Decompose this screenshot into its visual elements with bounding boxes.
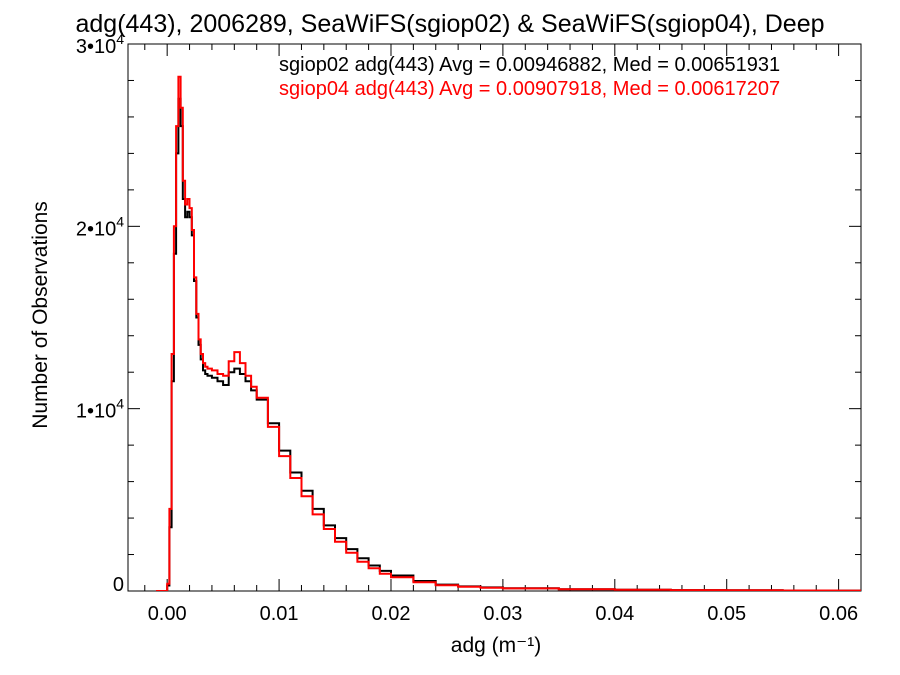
y-tick-label: 1•104 [76,396,124,423]
y-tick-label: 2•104 [76,213,124,240]
x-tick-label: 0.00 [148,603,187,625]
y-axis-label: Number of Observations [29,201,52,429]
x-axis-ticks: 0.00 0.01 0.02 0.03 0.04 0.05 0.06 [144,44,862,625]
x-tick-label: 0.06 [819,603,858,625]
series-line-sgiop02 [156,97,861,591]
x-tick-label: 0.01 [260,603,299,625]
series-layer [156,75,861,591]
y-tick-label: 3•104 [76,31,124,58]
plot-frame [127,43,862,592]
x-tick-label: 0.04 [595,603,634,625]
y-axis-ticks: 0 1•104 2•104 3•104 [76,31,861,596]
legend-entry-sgiop04: sgiop04 adg(443) Avg = 0.00907918, Med =… [279,78,780,100]
chart-title: adg(443), 2006289, SeaWiFS(sgiop02) & Se… [75,10,824,38]
legend: sgiop02 adg(443) Avg = 0.00946882, Med =… [279,54,780,100]
y-tick-label: 0 [113,574,124,596]
x-tick-label: 0.05 [707,603,746,625]
x-axis-label: adg (m⁻¹) [451,634,541,657]
series-line-sgiop04 [156,75,861,591]
x-tick-label: 0.03 [483,603,522,625]
x-tick-label: 0.02 [372,603,411,625]
legend-entry-sgiop02: sgiop02 adg(443) Avg = 0.00946882, Med =… [279,54,780,76]
